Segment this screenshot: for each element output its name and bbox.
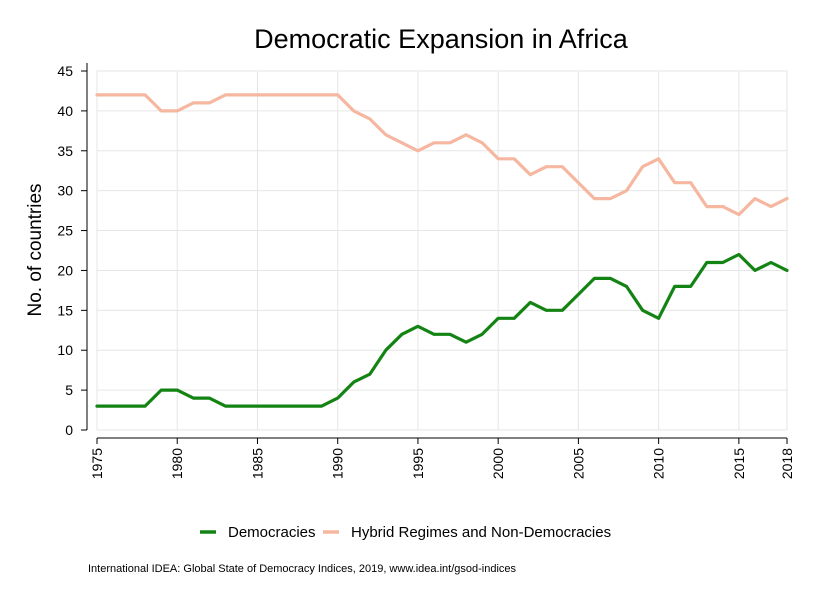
y-tick-label: 0	[65, 422, 73, 438]
legend-label-0: Democracies	[228, 524, 316, 541]
x-tick-label: 2018	[779, 448, 795, 479]
x-tick-label: 1985	[249, 448, 265, 479]
x-tick-label: 1990	[330, 448, 346, 479]
chart-title: Democratic Expansion in Africa	[254, 24, 629, 54]
y-tick-label: 35	[57, 143, 73, 159]
x-tick-label: 1995	[410, 448, 426, 479]
gridlines	[96, 70, 788, 431]
series-line-0	[95, 252, 789, 408]
legend: Democracies Hybrid Regimes and Non-Democr…	[200, 524, 611, 541]
x-tick-label: 1980	[169, 448, 185, 479]
legend-label-1: Hybrid Regimes and Non-Democracies	[351, 524, 611, 541]
y-axis-label: No. of countries	[25, 183, 46, 316]
y-tick-label: 10	[57, 342, 73, 358]
x-tick-label: 2000	[490, 448, 506, 479]
axes: 0 5 10 15 20 25 30 35 40 45 1975 1980 1985 1990 1995 20…	[57, 63, 795, 479]
x-tick-label: 2005	[570, 448, 586, 479]
x-tick-label: 2010	[651, 448, 667, 479]
y-tick-label: 20	[57, 262, 73, 278]
source-note: International IDEA: Global State of Demo…	[88, 563, 517, 575]
y-tick-label: 25	[57, 223, 73, 239]
y-tick-label: 15	[57, 302, 73, 318]
y-tick-label: 40	[57, 103, 73, 119]
series-line-1	[95, 93, 789, 217]
x-tick-label: 1975	[89, 448, 105, 479]
x-tick-label: 2015	[731, 448, 747, 479]
y-tick-label: 30	[57, 183, 73, 199]
series-lines	[95, 93, 789, 408]
y-tick-label: 5	[65, 382, 73, 398]
y-tick-label: 45	[57, 63, 73, 79]
